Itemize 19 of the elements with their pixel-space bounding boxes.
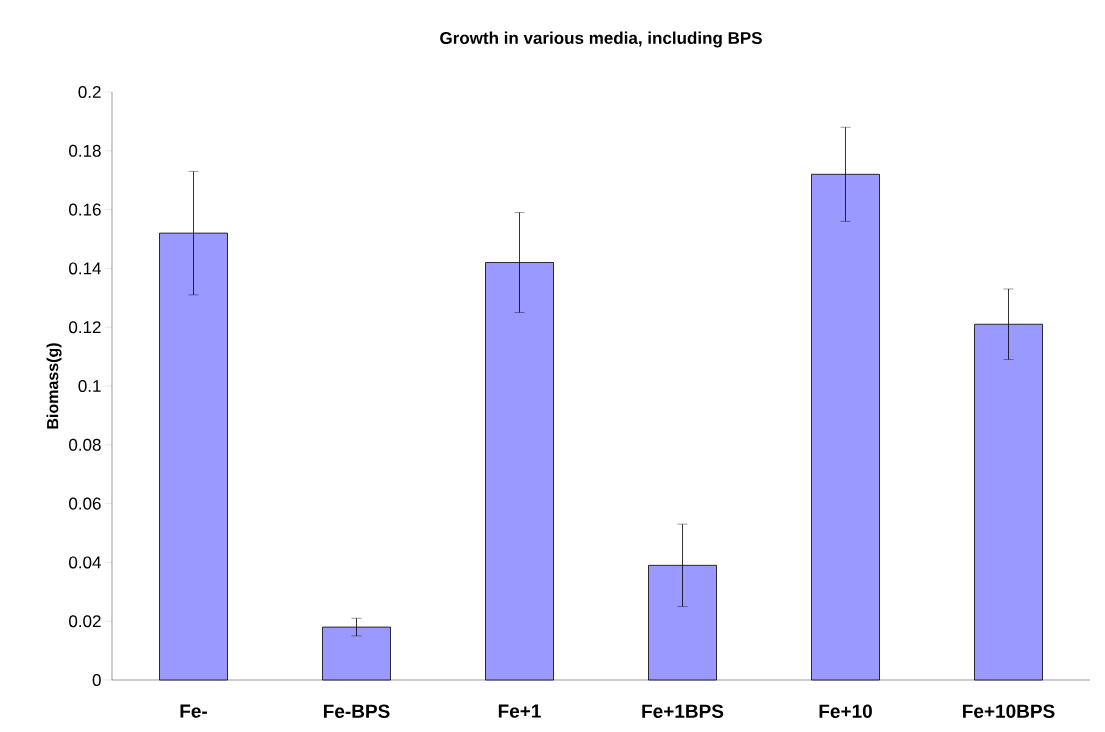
x-tick-label: Fe-BPS [323, 704, 390, 718]
x-tick-label: Fe- [180, 704, 207, 718]
chart-title: Growth in various media, including BPS [440, 31, 762, 48]
y-tick-label: 0.2 [78, 85, 101, 99]
x-tick-label: Fe+10 [819, 704, 872, 718]
y-tick-label: 0.08 [69, 438, 101, 451]
y-tick-label: 0.1 [78, 379, 101, 393]
x-tick-label: Fe+1BPS [642, 704, 724, 718]
x-tick-label: Fe+1 [498, 704, 541, 718]
y-tick-label: 0.14 [69, 262, 101, 275]
y-tick-label: 0.06 [69, 497, 101, 510]
y-tick-label: 0.12 [69, 321, 101, 334]
y-tick-label: 0.02 [69, 615, 101, 628]
y-tick-label: 0.16 [69, 203, 101, 216]
x-tick-label: Fe+10BPS [963, 704, 1055, 718]
y-axis-title: Biomass(g) [46, 343, 62, 429]
y-tick-label: 0.04 [69, 556, 101, 569]
y-tick-label: 0 [92, 673, 101, 687]
y-tick-label: 0.18 [69, 144, 101, 157]
